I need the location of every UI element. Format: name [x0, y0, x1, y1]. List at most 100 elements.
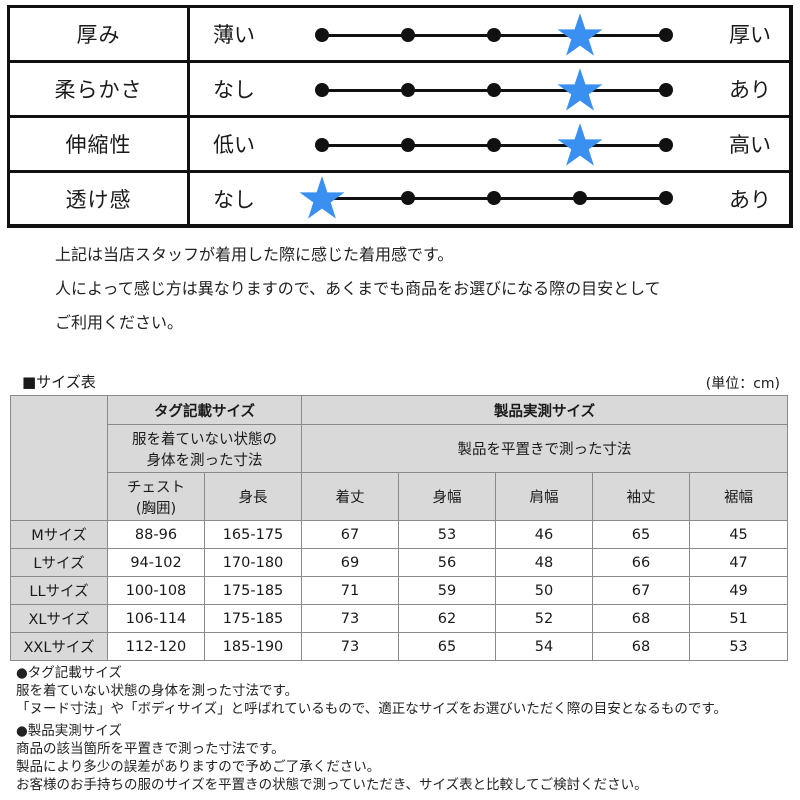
- size-value-cell: 88-96: [107, 520, 205, 549]
- size-value-cell: 51: [689, 604, 789, 633]
- size-value-cell: 62: [398, 604, 497, 633]
- footnote-heading-product: ●製品実測サイズ: [16, 723, 122, 739]
- size-value-cell: 73: [301, 604, 400, 633]
- table-row: XXLサイズ 112-120 185-190 73 65 54 68 53: [10, 632, 789, 661]
- scale-dot: [487, 83, 501, 97]
- subheader-line: 服を着ていない状態の: [132, 431, 277, 448]
- footnote-line: 製品により多少の誤差がありますので予めご了承ください。: [16, 759, 381, 775]
- column-header-length: 着丈: [301, 472, 400, 521]
- size-value-cell: 73: [301, 632, 400, 661]
- feel-label: 伸縮性: [10, 118, 190, 170]
- size-value-cell: 67: [301, 520, 400, 549]
- size-value-cell: 65: [592, 520, 691, 549]
- feel-row-softness: 柔らかさ なし あり: [10, 63, 789, 118]
- scale-dot: [659, 83, 673, 97]
- wear-feel-note: 上記は当店スタッフが着用した際に感じた着用感です。 人によって感じ方は異なります…: [55, 238, 661, 340]
- wear-feel-table: 厚み 薄い 厚い 柔らかさ なし あり 伸縮性 低い 高い 透け感 なし あり: [7, 5, 793, 228]
- size-value-cell: 48: [495, 548, 594, 577]
- size-value-cell: 94-102: [107, 548, 205, 577]
- size-footnotes: ●タグ記載サイズ 服を着ていない状態の身体を測った寸法です。 「ヌード寸法」や「…: [16, 664, 727, 794]
- star-icon: [557, 123, 603, 166]
- column-header-label: チェスト: [127, 479, 185, 496]
- size-value-cell: 68: [592, 632, 691, 661]
- size-value-cell: 65: [398, 632, 497, 661]
- size-value-cell: 175-185: [203, 604, 303, 633]
- scale-dot: [659, 191, 673, 205]
- scale-dot: [315, 138, 329, 152]
- size-name-cell: Mサイズ: [10, 520, 108, 549]
- size-value-cell: 68: [592, 604, 691, 633]
- product-size-group-header: 製品実測サイズ: [301, 395, 789, 425]
- star-icon: [557, 68, 603, 111]
- feel-high-label: あり: [729, 187, 771, 212]
- column-header-sub: (胸囲): [135, 500, 177, 517]
- scale-dot: [659, 138, 673, 152]
- feel-low-label: 薄い: [213, 23, 255, 47]
- size-value-cell: 52: [495, 604, 594, 633]
- size-value-cell: 59: [398, 576, 497, 605]
- size-table: タグ記載サイズ 製品実測サイズ 服を着ていない状態の 身体を測った寸法 製品を平…: [10, 395, 789, 661]
- feel-high-label: 高い: [729, 133, 771, 157]
- unit-caption: (単位：cm): [705, 376, 780, 392]
- column-header-body-width: 身幅: [398, 472, 497, 521]
- table-row: LLサイズ 100-108 175-185 71 59 50 67 49: [10, 576, 789, 605]
- table-row: Mサイズ 88-96 165-175 67 53 46 65 45: [10, 520, 789, 549]
- tag-size-subheader: 服を着ていない状態の 身体を測った寸法: [106, 424, 303, 473]
- size-name-cell: LLサイズ: [10, 576, 108, 605]
- footnote-line: お客様のお手持ちの服のサイズを平置きの状態で測っていただき、サイズ表と比較してご…: [16, 777, 648, 793]
- scale-dot: [401, 83, 415, 97]
- size-value-cell: 50: [495, 576, 594, 605]
- size-value-cell: 106-114: [107, 604, 205, 633]
- star-icon: [557, 13, 603, 56]
- size-table-caption: ■サイズ表: [22, 373, 96, 391]
- scale-dot: [401, 191, 415, 205]
- size-value-cell: 54: [495, 632, 594, 661]
- scale-dot: [315, 28, 329, 42]
- footnote-line: 「ヌード寸法」や「ボディサイズ」と呼ばれているもので、適正なサイズをお選びいただ…: [16, 701, 728, 717]
- feel-label: 柔らかさ: [10, 63, 190, 115]
- column-header-sleeve: 袖丈: [592, 472, 691, 521]
- scale-dot: [487, 191, 501, 205]
- size-value-cell: 100-108: [107, 576, 205, 605]
- size-value-cell: 175-185: [203, 576, 303, 605]
- size-value-cell: 53: [689, 632, 789, 661]
- tag-size-group-header: タグ記載サイズ: [106, 395, 303, 425]
- feel-row-sheerness: 透け感 なし あり: [10, 173, 789, 224]
- feel-row-stretch: 伸縮性 低い 高い: [10, 118, 789, 173]
- size-value-cell: 69: [301, 548, 400, 577]
- size-value-cell: 112-120: [107, 632, 205, 661]
- size-value-cell: 170-180: [203, 548, 303, 577]
- size-value-cell: 67: [592, 576, 691, 605]
- size-name-cell: Lサイズ: [10, 548, 108, 577]
- scale-dot: [487, 138, 501, 152]
- feel-high-label: あり: [729, 78, 771, 102]
- size-value-cell: 165-175: [203, 520, 303, 549]
- scale-dot: [401, 138, 415, 152]
- scale-dot: [487, 28, 501, 42]
- size-name-cell: XLサイズ: [10, 604, 108, 633]
- size-value-cell: 53: [398, 520, 497, 549]
- footnote-heading-tag: ●タグ記載サイズ: [16, 665, 122, 681]
- corner-cell: [10, 395, 108, 521]
- feel-label: 厚み: [10, 8, 190, 60]
- column-header-height: 身長: [203, 472, 303, 521]
- note-line: 上記は当店スタッフが着用した際に感じた着用感です。: [55, 245, 454, 264]
- size-value-cell: 49: [689, 576, 789, 605]
- column-header-shoulder: 肩幅: [495, 472, 594, 521]
- feel-row-thickness: 厚み 薄い 厚い: [10, 8, 789, 63]
- feel-low-label: なし: [213, 78, 255, 102]
- feel-low-label: 低い: [213, 133, 255, 157]
- note-line: 人によって感じ方は異なりますので、あくまでも商品をお選びになる際の目安として: [55, 279, 661, 298]
- size-value-cell: 47: [689, 548, 789, 577]
- scale-dot: [401, 28, 415, 42]
- footnote-line: 商品の該当箇所を平置きで測った寸法です。: [16, 741, 285, 757]
- scale-dot: [573, 191, 587, 205]
- size-value-cell: 66: [592, 548, 691, 577]
- feel-high-label: 厚い: [729, 23, 771, 47]
- feel-low-label: なし: [213, 187, 255, 212]
- feel-label: 透け感: [10, 173, 190, 224]
- size-value-cell: 46: [495, 520, 594, 549]
- table-row: Lサイズ 94-102 170-180 69 56 48 66 47: [10, 548, 789, 577]
- note-line: ご利用ください。: [55, 313, 184, 332]
- footnote-line: 服を着ていない状態の身体を測った寸法です。: [16, 683, 299, 699]
